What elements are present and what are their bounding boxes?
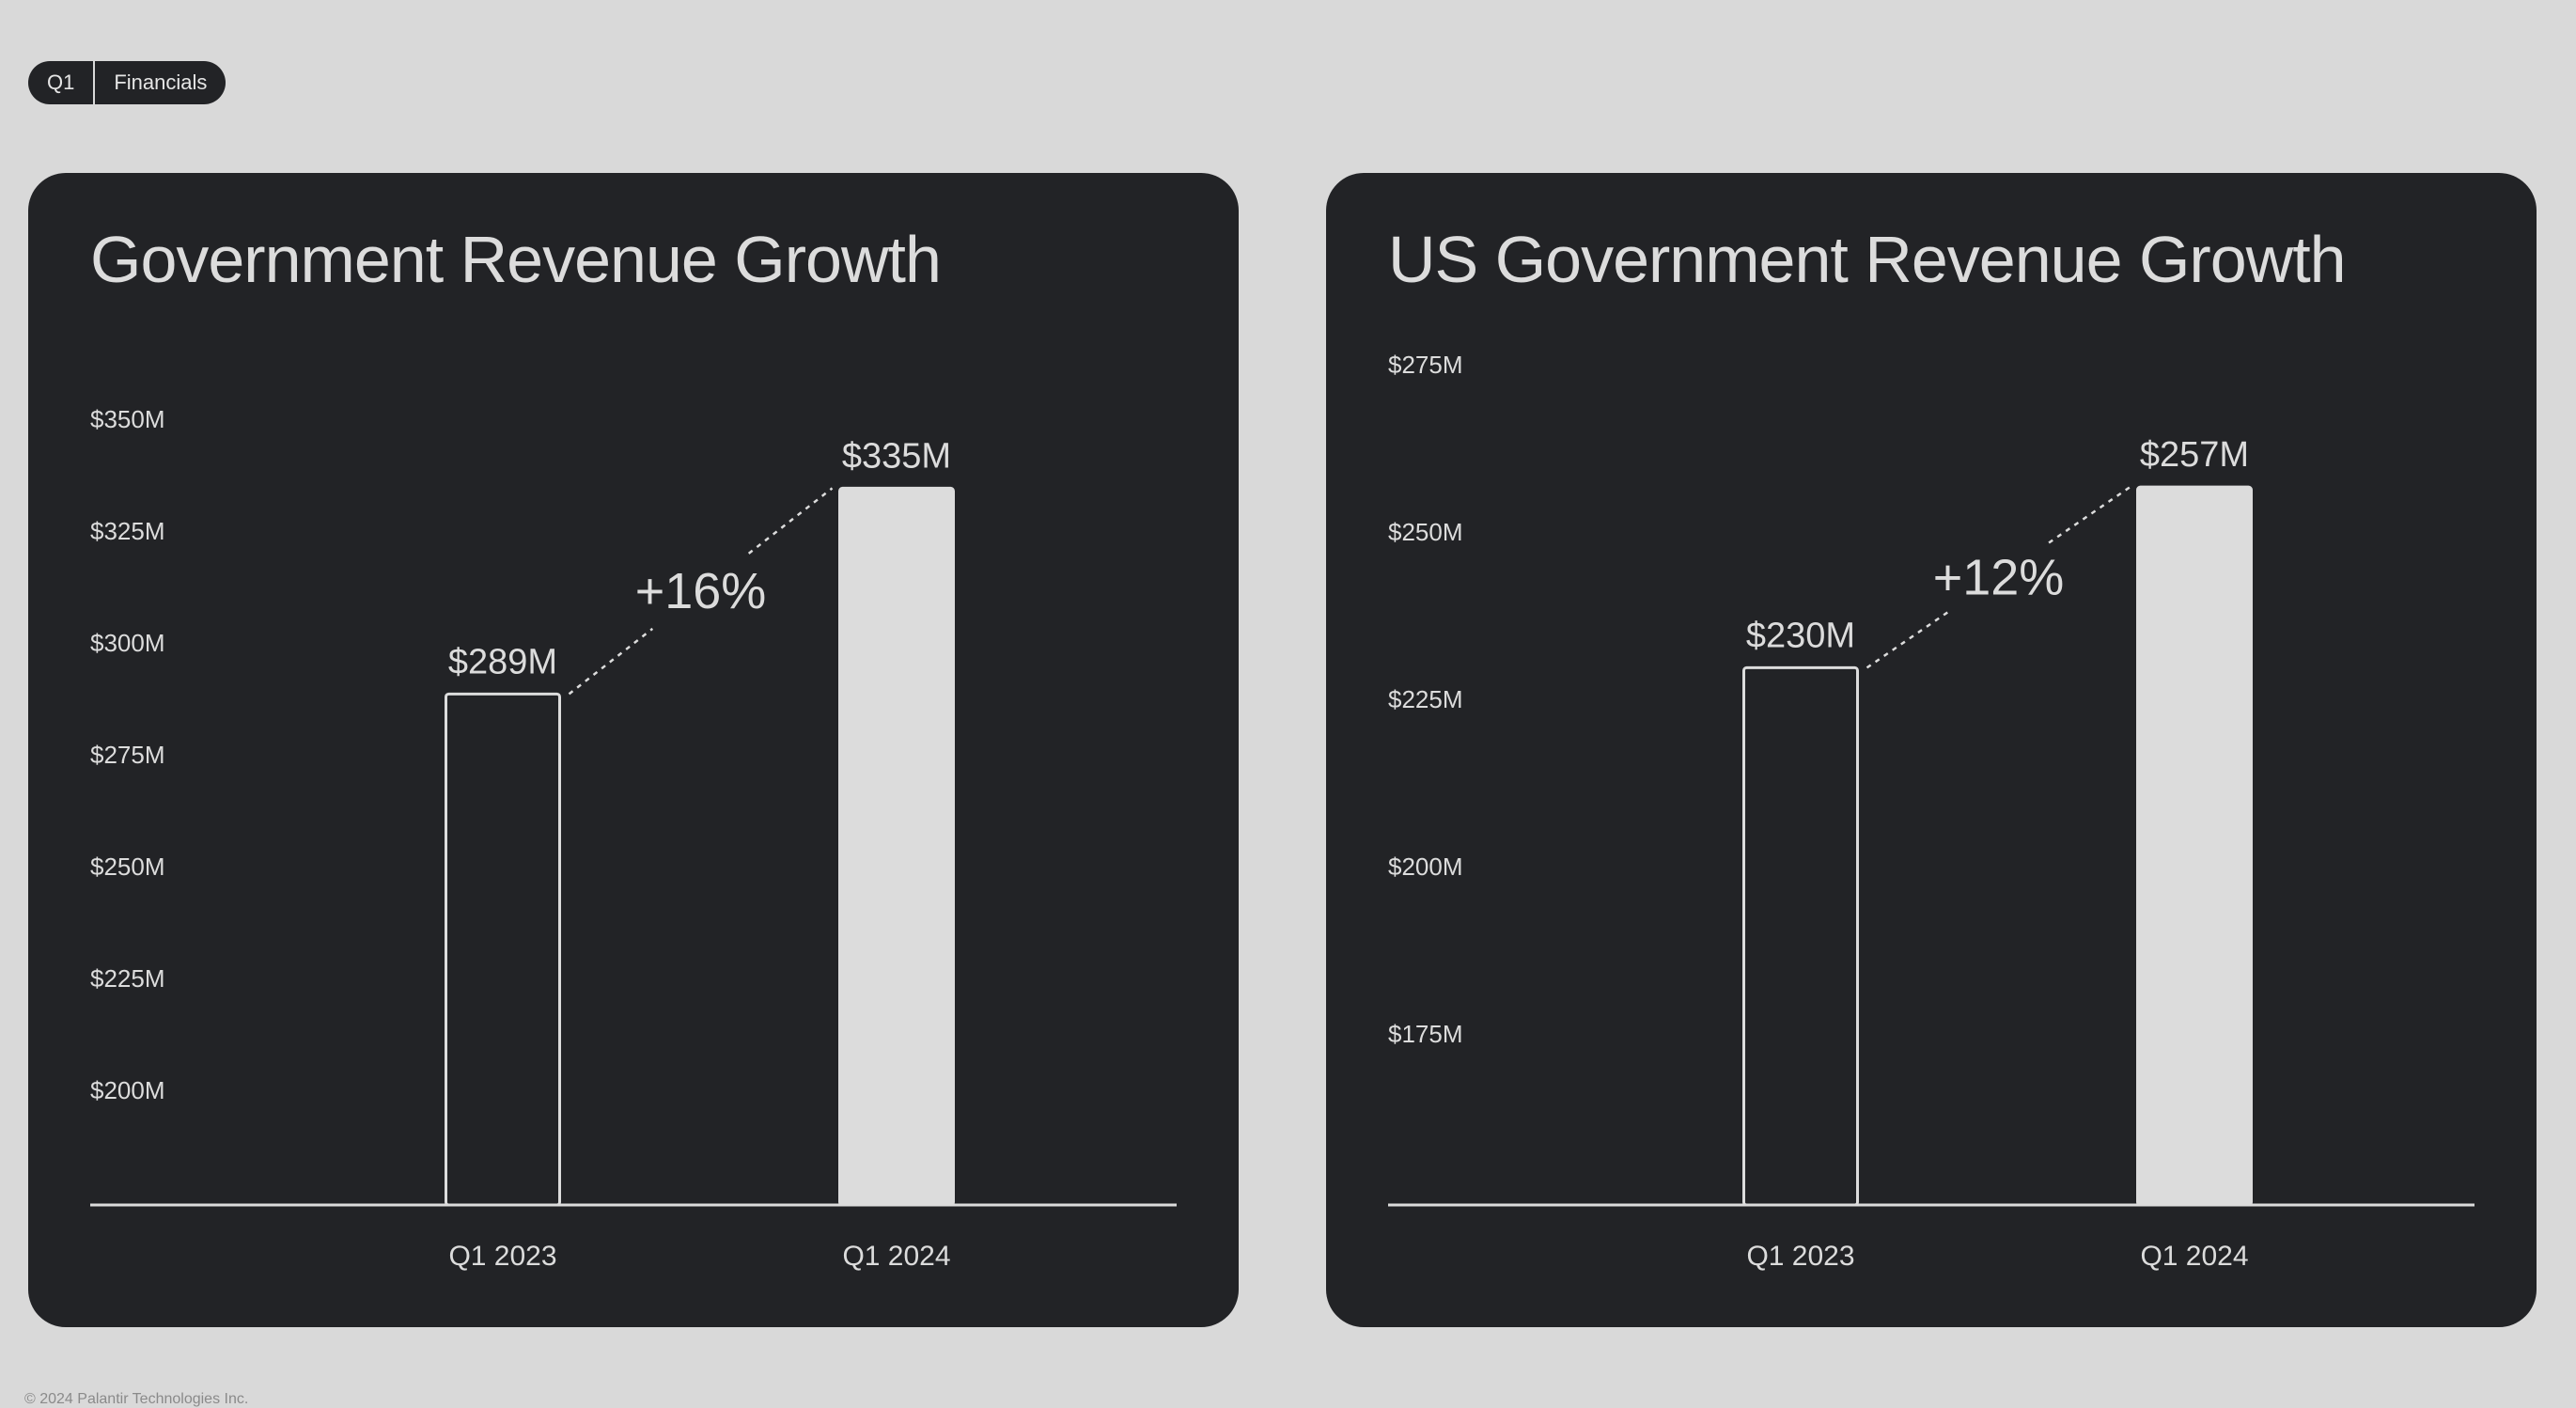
growth-connector-line [2048,486,2131,544]
chart-card-us-government-revenue: US Government Revenue Growth $175M $200M $… [1326,173,2537,1327]
y-tick-label: $250M [90,853,165,881]
bar-q1-2023 [1742,665,1859,1207]
growth-percentage-label: +12% [1933,550,2065,606]
chart-title: US Government Revenue Growth [1388,223,2347,296]
bar-value-label: $230M [1746,616,1855,655]
chart-title: Government Revenue Growth [90,223,942,296]
bar-value-label: $335M [842,436,951,476]
chart-card-government-revenue: Government Revenue Growth $200M $225M $250… [28,173,1239,1327]
y-tick-label: $325M [90,517,165,545]
bar-chart-government-revenue: $200M $225M $250M $275M $300M $325M $350M $289M… [90,405,1177,1272]
copyright-footer: © 2024 Palantir Technologies Inc. [24,1391,249,1407]
y-tick-label: $275M [1388,351,1463,379]
x-tick-label: Q1 2023 [1746,1241,1854,1272]
growth-percentage-label: +16% [635,563,767,619]
y-tick-label: $175M [1388,1020,1463,1048]
y-tick-label: $225M [90,964,165,993]
bar-value-label: $257M [2140,435,2249,475]
x-tick-label: Q1 2024 [2140,1241,2248,1272]
growth-connector-line [747,487,834,555]
growth-connector-line [568,627,654,696]
y-tick-label: $200M [1388,853,1463,881]
y-tick-label: $250M [1388,518,1463,546]
section-tag-divider [93,61,96,104]
section-tag-quarter: Q1 [47,70,75,94]
y-tick-label: $350M [90,405,165,433]
y-tick-label: $200M [90,1076,165,1104]
y-tick-label: $300M [90,629,165,657]
bar-q1-2024 [838,486,955,1207]
bar-chart-us-government-revenue: $175M $200M $225M $250M $275M $230M Q1 2023 $25… [1388,351,2475,1272]
bar-value-label: $289M [448,642,557,681]
x-tick-label: Q1 2024 [842,1241,950,1272]
section-tag-topic: Financials [114,70,208,94]
section-tag: Q1 Financials [28,61,226,104]
x-tick-label: Q1 2023 [448,1241,556,1272]
growth-connector-line [1866,611,1949,669]
bar-q1-2023 [445,692,561,1207]
y-tick-label: $225M [1388,685,1463,713]
bar-q1-2024 [2136,485,2253,1207]
y-tick-label: $275M [90,741,165,769]
